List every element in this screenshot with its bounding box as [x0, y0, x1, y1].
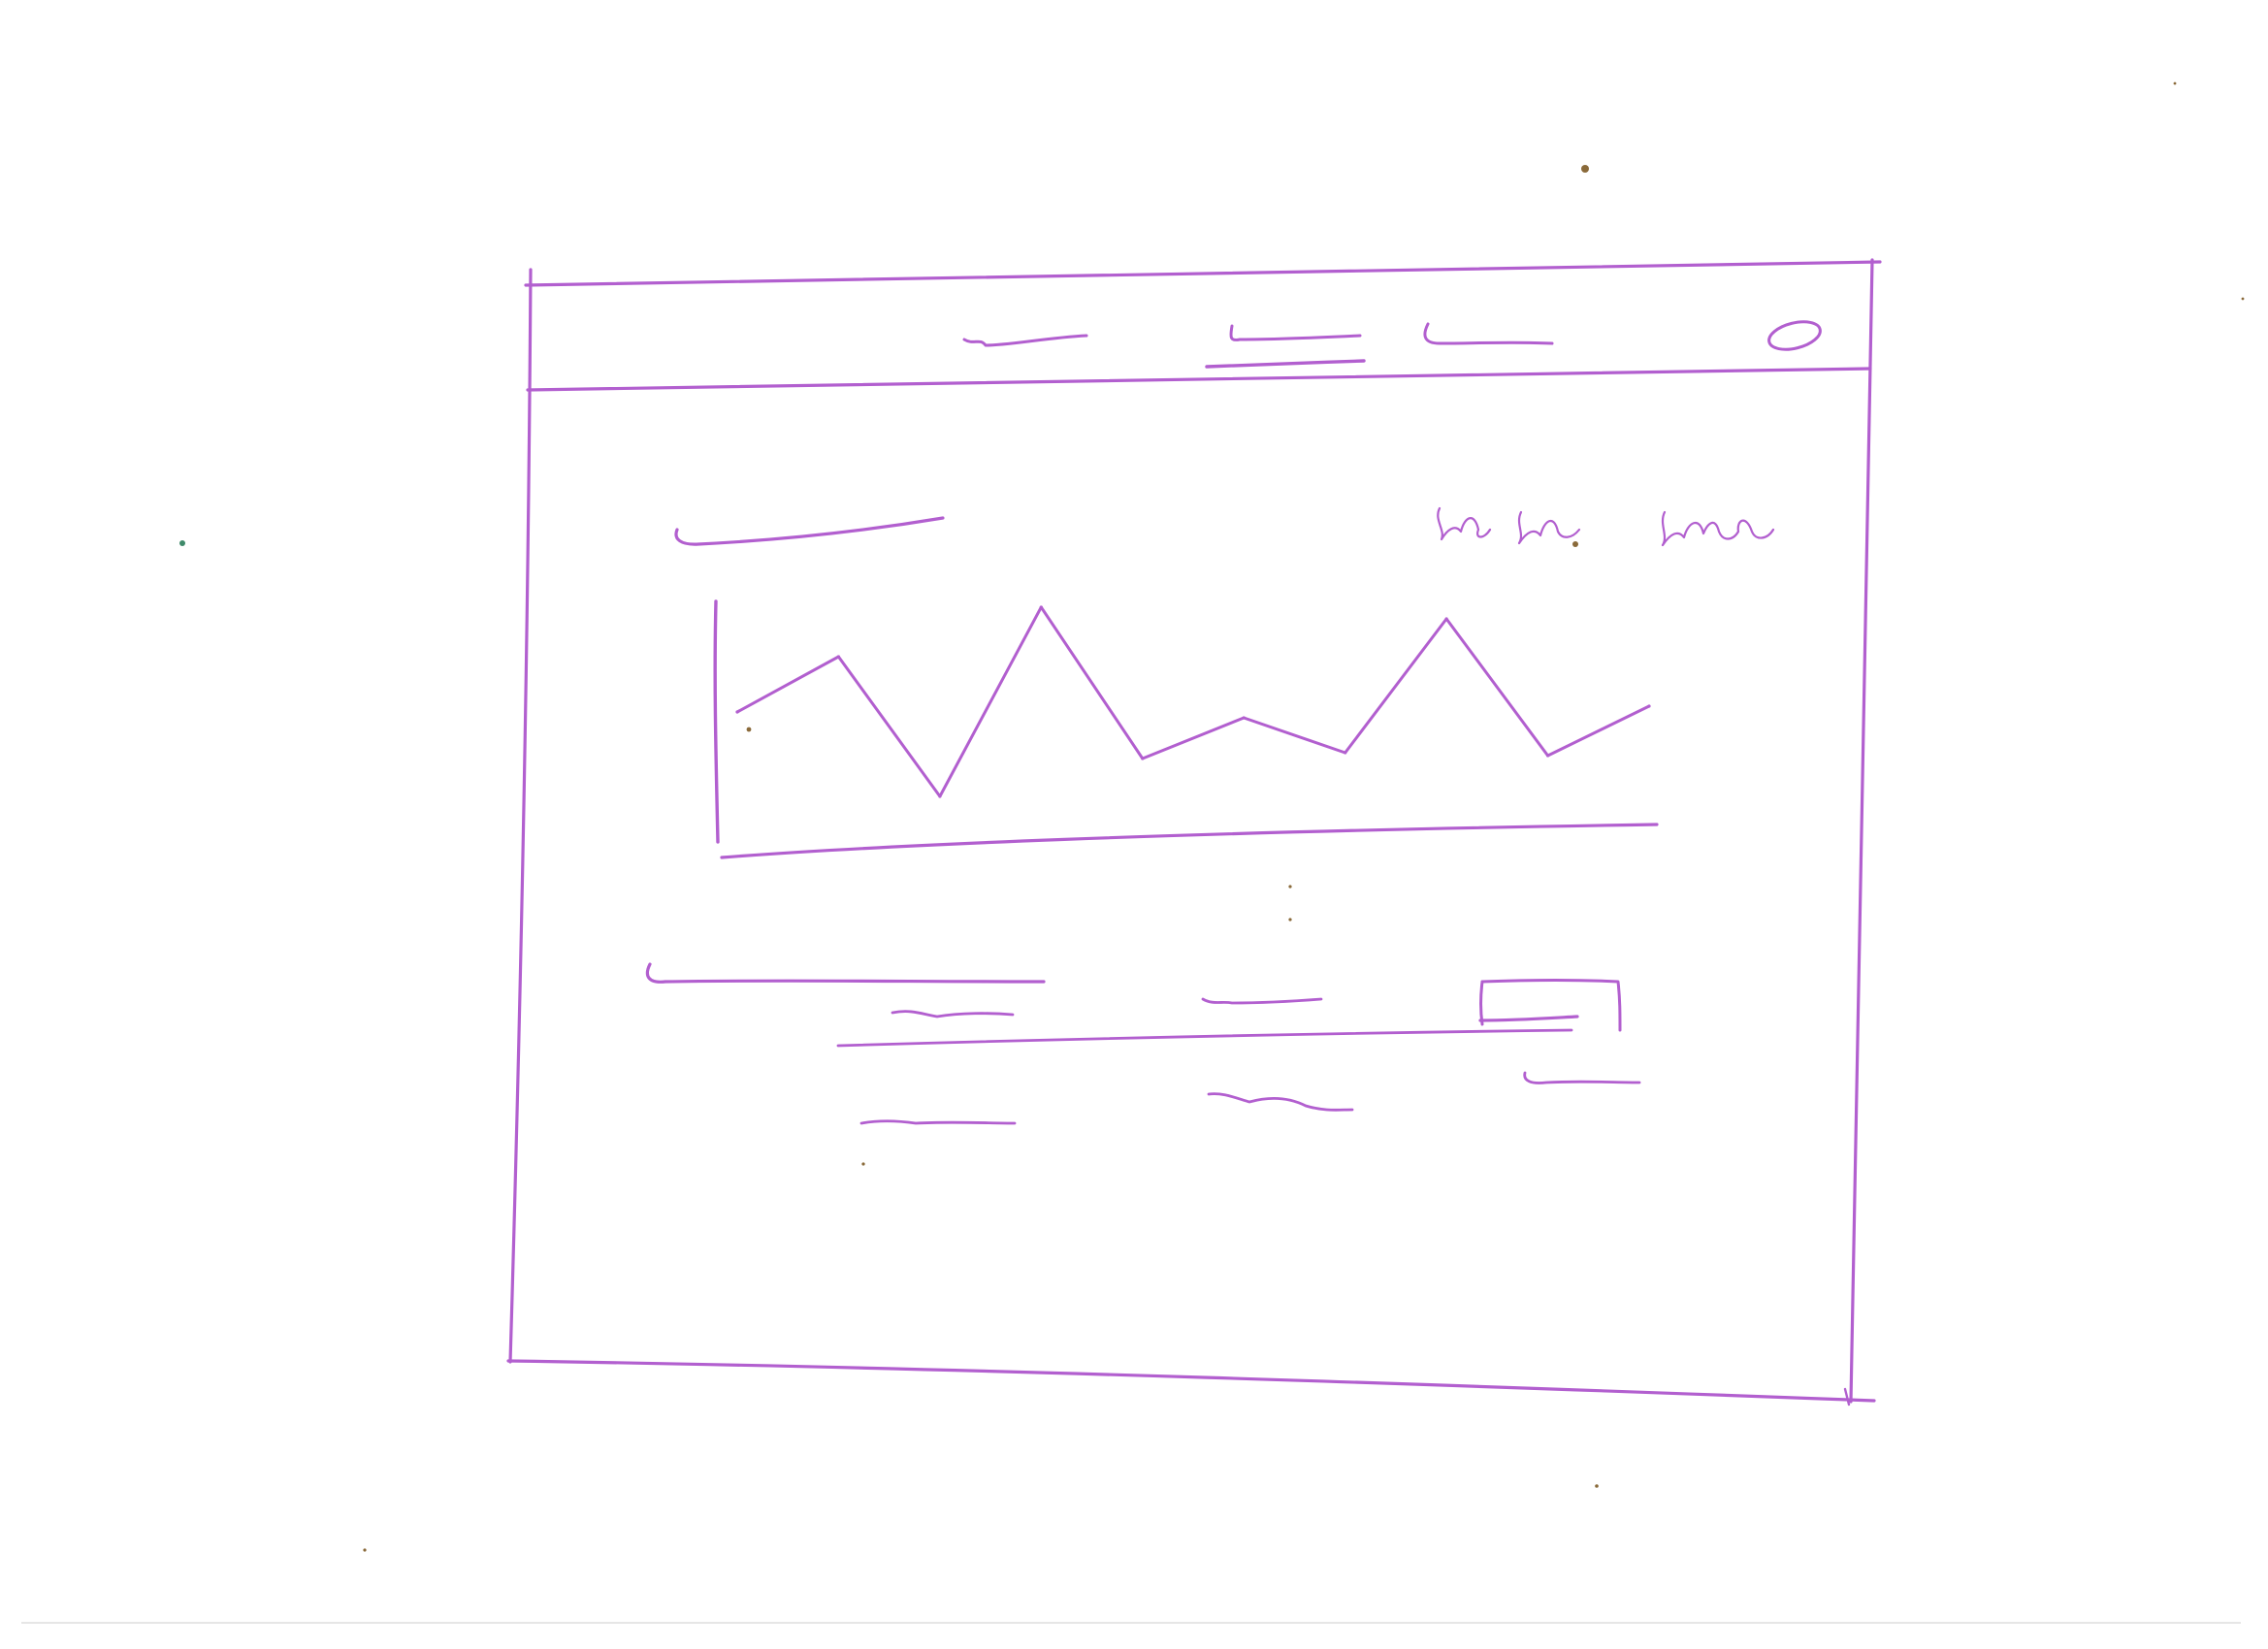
data-point-7 — [1344, 751, 1347, 755]
x-axis — [720, 823, 1659, 859]
scan-edge-line — [21, 1622, 2241, 1624]
browser-window-frame — [506, 258, 1882, 1406]
header-bar — [526, 317, 1872, 392]
data-point-10 — [1647, 704, 1651, 708]
table-section — [645, 962, 1641, 1125]
nav-item-1[interactable] — [962, 334, 1088, 347]
row-1-cell-2 — [1201, 997, 1323, 1005]
data-point-9 — [1546, 754, 1550, 758]
y-axis — [713, 599, 720, 844]
section-title-scribble — [645, 962, 1046, 984]
data-point-8 — [1444, 617, 1448, 621]
nav-item-3[interactable] — [1423, 322, 1554, 345]
circle-icon[interactable] — [1766, 317, 1824, 354]
chart-legend-scribble — [1437, 506, 1775, 547]
row-2-cell-3 — [1523, 1071, 1641, 1084]
data-point-4 — [1039, 605, 1043, 609]
row-1-action-button[interactable] — [1478, 979, 1622, 1032]
data-point-6 — [1242, 716, 1246, 720]
row-1-cell-1 — [891, 1010, 1015, 1018]
chart-title-scribble — [674, 516, 945, 546]
row-2-cell-1 — [859, 1119, 1017, 1125]
data-point-5 — [1141, 757, 1145, 760]
row-divider — [836, 1028, 1573, 1048]
data-point-1 — [735, 710, 739, 714]
row-2-cell-2 — [1207, 1092, 1354, 1112]
table-row-2 — [859, 1071, 1641, 1125]
table-row-1 — [891, 979, 1622, 1032]
data-point-2 — [836, 655, 841, 659]
chart-series — [735, 605, 1651, 798]
nav-item-2[interactable] — [1205, 324, 1366, 369]
paper-specks — [179, 81, 2245, 1552]
line-chart — [713, 599, 1659, 859]
series-line — [735, 605, 1651, 798]
chart-section — [674, 506, 1775, 859]
active-tab-indicator — [1205, 359, 1366, 369]
data-point-3 — [938, 794, 942, 798]
